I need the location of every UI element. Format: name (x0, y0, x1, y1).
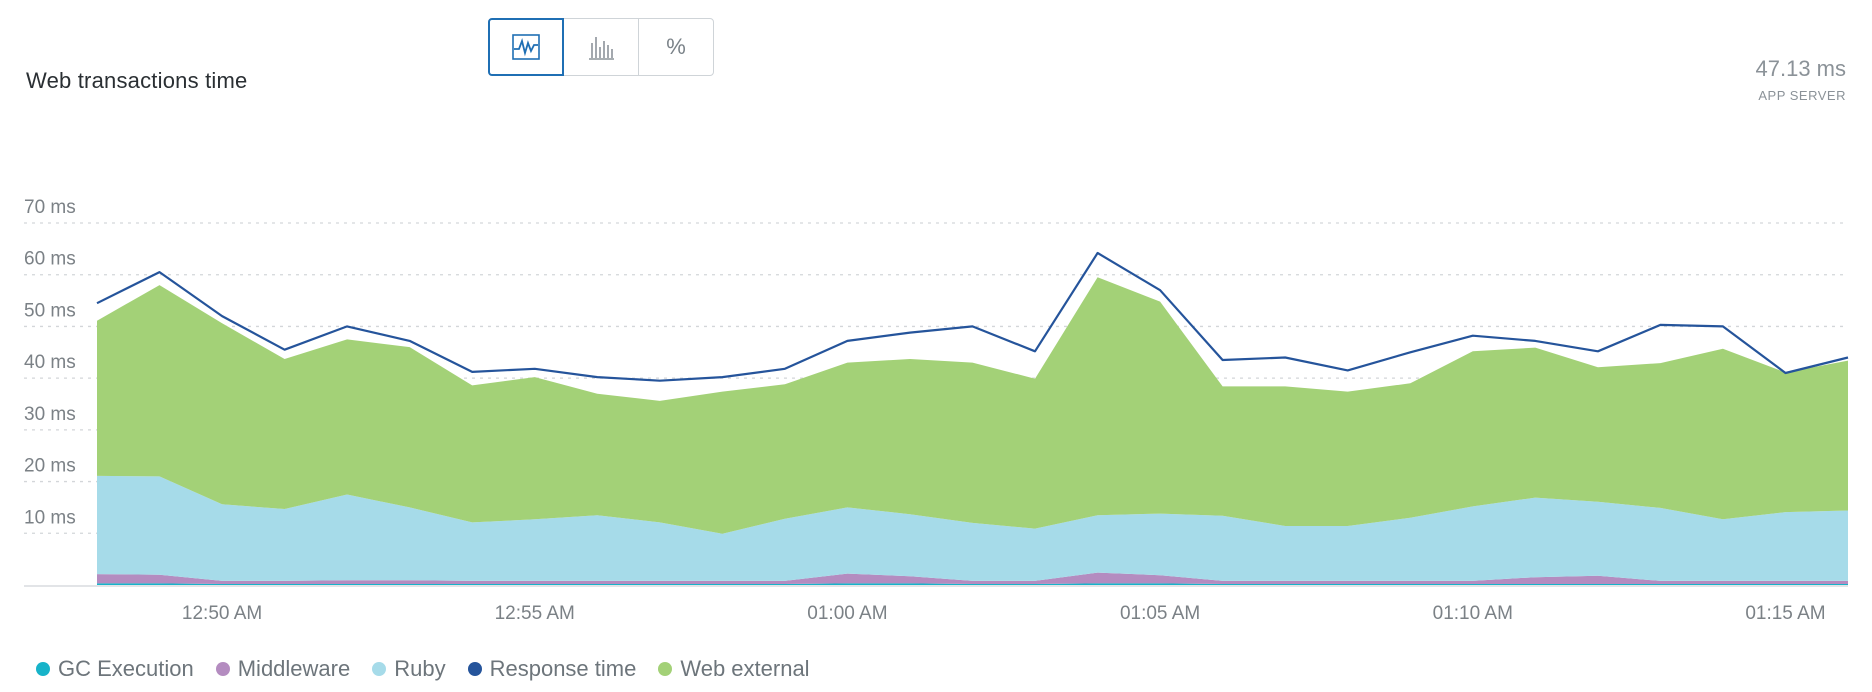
legend-dot-icon (215, 662, 230, 676)
y-tick-label: 30 ms (24, 404, 76, 425)
legend-label: Response time (489, 656, 637, 681)
legend-label: Middleware (237, 656, 351, 681)
legend-dot-icon (372, 662, 387, 676)
summary-value: 47.13 ms (1755, 56, 1847, 81)
y-tick-label: 50 ms (24, 300, 76, 321)
y-tick-label: 20 ms (24, 456, 76, 477)
legend-dot-icon (36, 662, 50, 676)
percent-icon: % (666, 34, 686, 59)
legend-dot-icon (467, 662, 482, 676)
y-tick-label: 60 ms (24, 249, 76, 270)
x-tick-label: 01:05 AM (1120, 603, 1200, 624)
legend-label: Ruby (394, 656, 446, 681)
summary-label: APP SERVER (1758, 88, 1846, 103)
legend-dot-icon (658, 662, 673, 676)
y-tick-label: 10 ms (24, 507, 76, 528)
area-chart-icon (512, 34, 540, 60)
x-tick-label: 12:50 AM (182, 603, 262, 624)
y-tick-label: 40 ms (24, 352, 76, 373)
y-tick-label: 70 ms (24, 197, 76, 218)
x-tick-label: 12:55 AM (495, 603, 575, 624)
legend-item-gc-execution[interactable]: GC Execution (36, 656, 194, 682)
area-ruby (97, 475, 1848, 581)
x-tick-label: 01:15 AM (1745, 603, 1825, 624)
chart-view-switch: % (488, 18, 714, 76)
legend-item-web-external[interactable]: Web external (658, 656, 810, 682)
summary: 47.13 ms APP SERVER (1756, 56, 1847, 103)
x-tick-label: 01:00 AM (807, 603, 887, 624)
legend-item-response-time[interactable]: Response time (467, 656, 637, 682)
chart-title: Web transactions time (26, 68, 248, 93)
legend-item-middleware[interactable]: Middleware (215, 656, 351, 682)
line-response-time (96, 251, 1849, 382)
legend-item-ruby[interactable]: Ruby (372, 656, 446, 682)
area-chart-view-button[interactable] (488, 18, 564, 76)
x-tick-label: 01:10 AM (1433, 603, 1513, 624)
percent-view-button[interactable]: % (638, 18, 714, 76)
chart-legend: GC Execution Middleware Ruby Response time W… (36, 656, 832, 682)
area-gc-execution (97, 583, 1848, 585)
legend-label: Web external (680, 656, 810, 681)
area-web-external (97, 277, 1848, 534)
area-middleware (97, 572, 1848, 584)
legend-label: GC Execution (58, 656, 194, 681)
bar-chart-icon (589, 37, 614, 60)
